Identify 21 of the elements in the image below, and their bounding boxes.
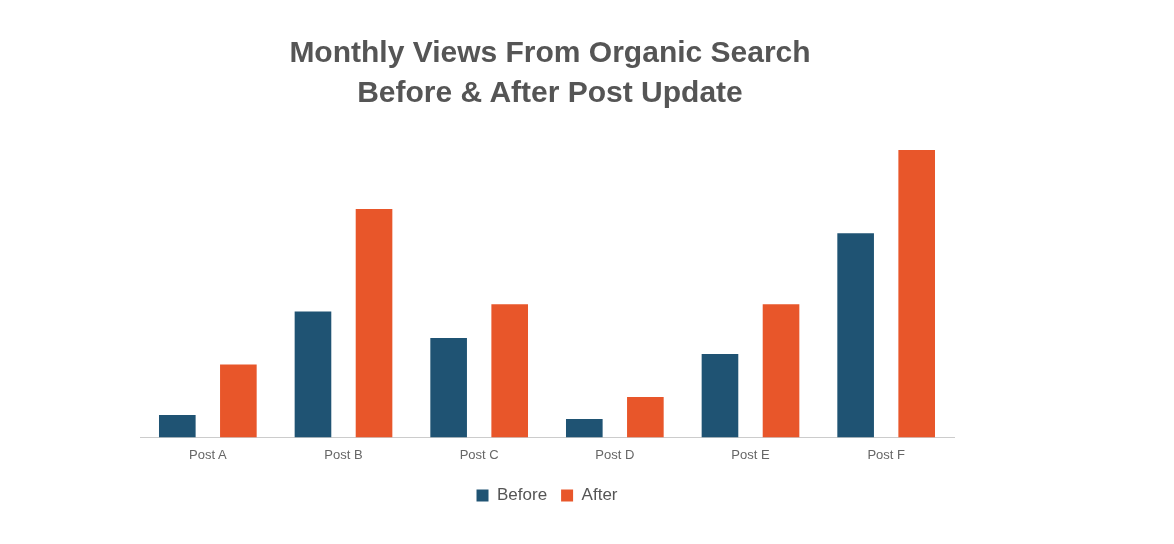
x-tick-label: Post D	[595, 446, 635, 462]
bar	[627, 396, 664, 438]
bar	[762, 304, 800, 438]
x-tick-label: Post E	[731, 446, 770, 462]
bar	[294, 311, 332, 438]
bar	[430, 337, 467, 438]
x-tick-label: Post A	[189, 446, 227, 462]
bar	[220, 364, 257, 438]
bar	[355, 208, 393, 438]
bar	[701, 354, 739, 438]
chart-title: Monthly Views From Organic Search Before & After Post Update	[288, 34, 812, 110]
x-tick-label: Post B	[324, 446, 363, 462]
x-tick-label: Post C	[459, 446, 499, 462]
x-tick-label: Post F	[867, 446, 905, 462]
legend-label: After	[581, 485, 618, 505]
bar	[837, 233, 874, 438]
bar	[158, 414, 196, 438]
bar	[491, 304, 529, 438]
bar	[565, 419, 603, 438]
legend-label: Before	[497, 485, 548, 505]
bar	[898, 150, 936, 438]
